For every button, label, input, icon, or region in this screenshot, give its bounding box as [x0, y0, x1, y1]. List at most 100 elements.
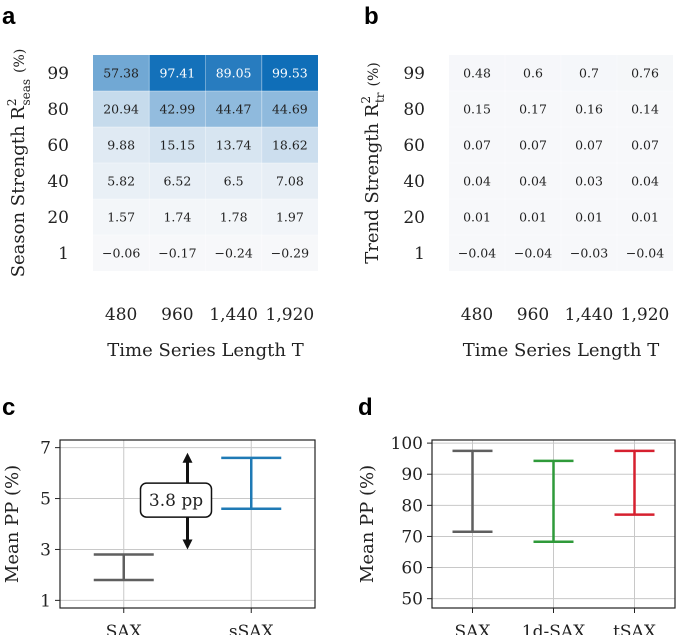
heatmap-cell	[149, 55, 206, 91]
x-tick-label: sSAX	[229, 622, 275, 635]
heatmap-cell	[561, 235, 617, 271]
cell-value-label: 1.78	[220, 210, 248, 225]
cell-value-label: 1.74	[163, 210, 191, 225]
y-tick-label: 80	[403, 100, 425, 120]
heatmap-cell	[205, 91, 262, 127]
cell-value-label: 0.01	[631, 210, 659, 225]
x-tick-label: SAX	[454, 622, 491, 635]
y-axis-title: Season Strength R2seas(%)	[5, 49, 33, 278]
cell-value-label: 0.01	[575, 210, 603, 225]
heatmap-cell	[449, 199, 505, 235]
cell-value-label: 6.52	[163, 174, 191, 189]
heatmap-cell	[449, 127, 505, 163]
cell-value-label: 0.07	[463, 138, 491, 153]
heatmap-cell	[505, 127, 561, 163]
x-tick-label: 1d-SAX	[522, 622, 586, 635]
x-tick-label: 480	[105, 305, 137, 325]
y-tick-label: 40	[47, 172, 69, 192]
y-tick-label: 5	[40, 490, 51, 510]
x-tick-label: SAX	[106, 622, 143, 635]
cell-value-label: 1.97	[276, 210, 304, 225]
annotation-label: 3.8 pp	[149, 491, 203, 511]
heatmap-cell	[505, 55, 561, 91]
cell-value-label: 0.7	[579, 66, 599, 81]
heatmap-cell	[93, 235, 150, 271]
heatmap-cell	[261, 127, 318, 163]
cell-value-label: 0.14	[631, 102, 659, 117]
cell-value-label: 18.62	[272, 138, 308, 153]
x-tick-label: tSAX	[613, 622, 657, 635]
cell-value-label: 0.04	[631, 174, 659, 189]
cell-value-label: −0.03	[570, 246, 608, 261]
cell-value-label: 9.88	[107, 138, 135, 153]
cell-value-label: 7.08	[276, 174, 304, 189]
x-tick-label: 480	[461, 305, 493, 325]
cell-value-label: 0.07	[519, 138, 547, 153]
y-tick-label: 80	[401, 496, 423, 516]
heatmap-cell	[449, 91, 505, 127]
cell-value-label: 6.5	[224, 174, 244, 189]
cell-value-label: 99.53	[272, 66, 308, 81]
cell-value-label: 42.99	[159, 102, 195, 117]
errorbar-chart-c: 1 3 5 7 SAX sSAX Mean PP (%) 3.8 pp	[2, 439, 316, 635]
cell-value-label: −0.06	[102, 246, 140, 261]
y-tick-label: 100	[391, 434, 423, 454]
heatmap-cell	[505, 163, 561, 199]
cell-value-label: 0.03	[575, 174, 603, 189]
heatmap-cell	[505, 199, 561, 235]
heatmap-cell	[505, 91, 561, 127]
heatmap-cell	[261, 91, 318, 127]
panel-letter-a: a	[2, 3, 16, 30]
cell-value-label: 0.01	[463, 210, 491, 225]
y-tick-label: 70	[401, 527, 423, 547]
heatmap-cell	[149, 127, 206, 163]
cell-value-label: 0.07	[631, 138, 659, 153]
cell-value-label: 0.6	[523, 66, 543, 81]
cell-value-label: 0.48	[463, 66, 491, 81]
heatmap-cell	[261, 235, 318, 271]
y-tick-label: 60	[401, 559, 423, 579]
heatmap-cell	[149, 235, 206, 271]
x-tick-label: 1,920	[266, 305, 315, 325]
heatmap-cell	[561, 91, 617, 127]
cell-value-label: −0.29	[271, 246, 309, 261]
y-tick-label: 1	[40, 591, 51, 611]
cell-value-label: −0.04	[514, 246, 552, 261]
cell-value-label: 0.16	[575, 102, 603, 117]
y-tick-label: 90	[401, 465, 423, 485]
x-axis-title: Time Series Length T	[107, 340, 303, 361]
cell-value-label: 0.07	[575, 138, 603, 153]
cell-value-label: 44.47	[216, 102, 252, 117]
heatmap-cell	[617, 199, 673, 235]
cell-value-label: 44.69	[272, 102, 308, 117]
heatmap-cell	[149, 199, 206, 235]
heatmap-cell	[205, 55, 262, 91]
heatmap-cell	[93, 199, 150, 235]
y-axis-title: Mean PP (%)	[357, 465, 378, 583]
cell-value-label: 13.74	[216, 138, 252, 153]
y-tick-label: 40	[403, 172, 425, 192]
cell-value-label: 0.76	[631, 66, 659, 81]
cell-value-label: −0.17	[158, 246, 196, 261]
y-tick-label: 1	[58, 244, 69, 264]
y-axis-title: Trend Strength R2tr(%)	[359, 62, 387, 264]
heatmap-cell	[93, 127, 150, 163]
heatmap-cell	[505, 235, 561, 271]
cell-value-label: −0.24	[214, 246, 252, 261]
heatmap-cell	[261, 199, 318, 235]
cell-value-label: 0.04	[463, 174, 491, 189]
cell-value-label: 0.04	[519, 174, 547, 189]
heatmap-cell	[561, 199, 617, 235]
y-tick-label: 7	[40, 439, 51, 459]
y-tick-label: 20	[403, 208, 425, 228]
heatmap-cell	[261, 55, 318, 91]
heatmap-cell	[149, 91, 206, 127]
cell-value-label: 5.82	[107, 174, 135, 189]
heatmap-cell	[617, 235, 673, 271]
heatmap-trend-strength: 0.48 0.6 0.7 0.76 0.15 0.17 0.16 0.14 0.07 0.07 0.…	[359, 55, 673, 361]
y-tick-label: 60	[403, 136, 425, 156]
plot-frame	[59, 439, 316, 609]
y-tick-label: 99	[403, 64, 425, 84]
heatmap-cell	[93, 55, 150, 91]
